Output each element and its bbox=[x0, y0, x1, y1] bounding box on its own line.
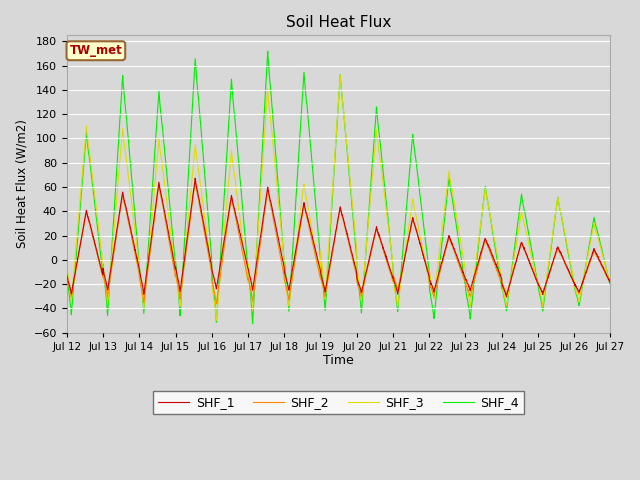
Y-axis label: Soil Heat Flux (W/m2): Soil Heat Flux (W/m2) bbox=[15, 120, 28, 249]
Title: Soil Heat Flux: Soil Heat Flux bbox=[286, 15, 391, 30]
SHF_4 bbox=[574, 298, 582, 304]
SHF_1 bbox=[497, 274, 504, 279]
SHF_3 bbox=[574, 295, 582, 301]
SHF_4 bbox=[607, 283, 614, 288]
SHF_2 bbox=[355, 284, 362, 290]
SHF_2 bbox=[607, 281, 614, 287]
Line: SHF_3: SHF_3 bbox=[67, 75, 611, 320]
SHF_4 bbox=[497, 281, 505, 287]
SHF_4 bbox=[63, 273, 70, 278]
SHF_3 bbox=[63, 262, 70, 267]
SHF_1 bbox=[191, 175, 199, 181]
SHF_4 bbox=[559, 221, 566, 227]
SHF_1 bbox=[63, 272, 70, 278]
SHF_4 bbox=[367, 186, 374, 192]
X-axis label: Time: Time bbox=[323, 354, 354, 368]
SHF_3 bbox=[215, 292, 223, 298]
SHF_3 bbox=[212, 317, 220, 323]
SHF_1 bbox=[607, 280, 614, 286]
SHF_3 bbox=[607, 281, 614, 287]
SHF_3 bbox=[497, 272, 505, 277]
SHF_1 bbox=[366, 252, 374, 258]
SHF_1 bbox=[559, 254, 566, 260]
SHF_1 bbox=[355, 280, 362, 286]
SHF_1 bbox=[215, 272, 223, 278]
SHF_2 bbox=[497, 279, 505, 285]
SHF_2 bbox=[63, 276, 70, 281]
Text: TW_met: TW_met bbox=[70, 44, 122, 57]
SHF_2 bbox=[367, 253, 374, 259]
SHF_3 bbox=[559, 219, 566, 225]
SHF_4 bbox=[355, 283, 362, 288]
SHF_3 bbox=[355, 276, 362, 282]
SHF_4 bbox=[264, 48, 271, 54]
SHF_4 bbox=[249, 321, 257, 326]
SHF_2 bbox=[559, 256, 566, 262]
SHF_3 bbox=[367, 196, 374, 202]
SHF_2 bbox=[574, 289, 582, 295]
SHF_1 bbox=[502, 294, 510, 300]
SHF_3 bbox=[337, 72, 344, 78]
Line: SHF_2: SHF_2 bbox=[67, 181, 611, 303]
SHF_4 bbox=[214, 288, 222, 293]
SHF_1 bbox=[574, 287, 582, 293]
Legend: SHF_1, SHF_2, SHF_3, SHF_4: SHF_1, SHF_2, SHF_3, SHF_4 bbox=[153, 391, 524, 414]
SHF_2 bbox=[212, 300, 220, 306]
SHF_2 bbox=[215, 283, 223, 289]
Line: SHF_1: SHF_1 bbox=[67, 178, 611, 297]
SHF_2 bbox=[191, 179, 199, 184]
Line: SHF_4: SHF_4 bbox=[67, 51, 611, 324]
